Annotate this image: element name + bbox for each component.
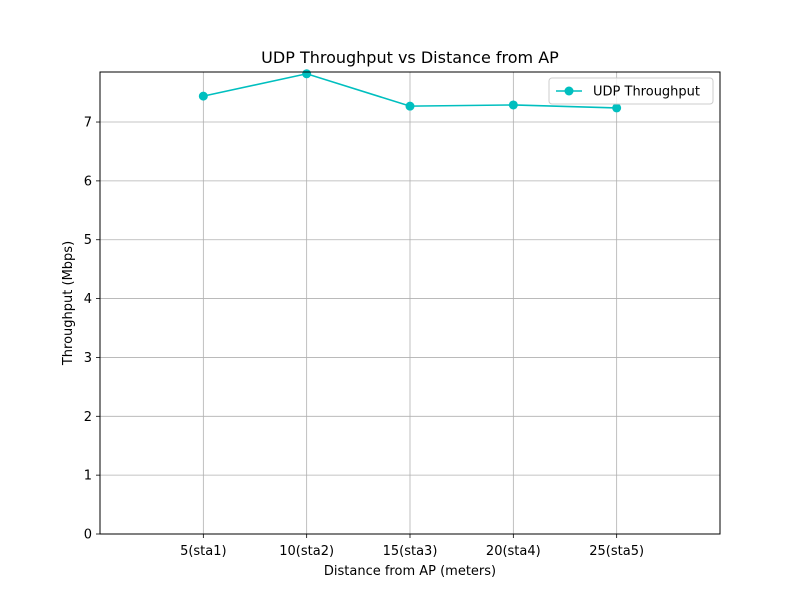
x-tick-label: 10(sta2): [279, 544, 334, 559]
y-tick-label: 1: [84, 469, 92, 484]
y-axis-ticks: 0 1 2 3 4 5 6 7: [84, 116, 100, 543]
x-tick-label: 5(sta1): [180, 544, 227, 559]
series-layer: [198, 69, 622, 113]
legend-box: [548, 77, 714, 105]
x-tick-label: 15(sta3): [383, 544, 438, 559]
chart-title: UDP Throughput vs Distance from AP: [261, 48, 559, 67]
y-tick-label: 5: [84, 233, 92, 248]
data-point: [198, 91, 208, 101]
legend-entry-udp-throughput: UDP Throughput: [593, 85, 700, 100]
legend: UDP Throughput: [548, 77, 714, 105]
y-tick-label: 2: [84, 410, 92, 425]
x-axis-label: Distance from AP (meters): [324, 564, 496, 579]
data-point: [508, 100, 518, 110]
x-tick-label: 20(sta4): [486, 544, 541, 559]
y-tick-label: 3: [84, 351, 92, 366]
data-point: [302, 69, 312, 79]
y-tick-label: 6: [84, 174, 92, 189]
y-tick-label: 0: [84, 528, 92, 543]
y-axis-label: Throughput (Mbps): [61, 241, 76, 366]
y-tick-label: 7: [84, 116, 92, 131]
x-axis-ticks: 5(sta1) 10(sta2) 15(sta3) 20(sta4) 25(sta5): [180, 534, 644, 559]
y-tick-label: 4: [84, 292, 92, 307]
x-tick-label: 25(sta5): [589, 544, 644, 559]
data-point: [405, 101, 415, 111]
data-point: [612, 103, 622, 113]
legend-marker-sample: [564, 86, 574, 96]
